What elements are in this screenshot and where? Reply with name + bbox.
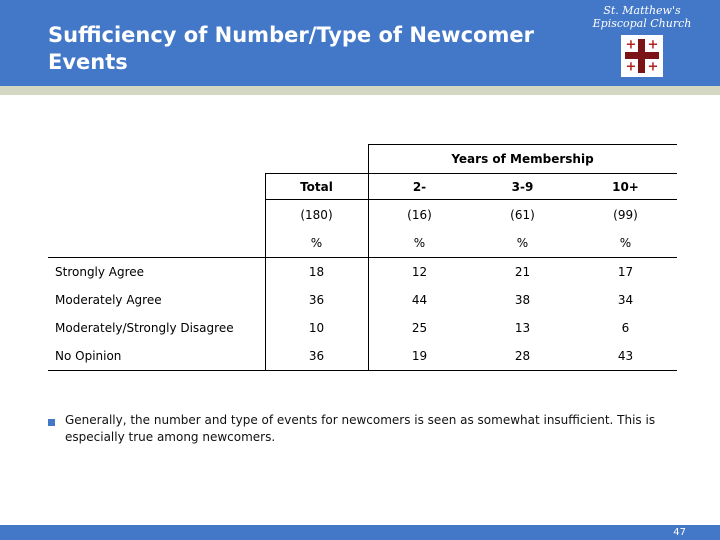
col-header-total: Total [300,179,333,194]
sample-size-cell: (61) [510,207,535,222]
table-cell: 18 [308,265,325,279]
cross-plus-icon: + [647,59,659,75]
sample-size-cell: (99) [613,207,638,222]
church-name-line2: Episcopal Church [592,17,692,30]
row-label: Moderately Agree [55,293,162,307]
table-cell: 13 [514,321,531,335]
table-line [368,144,369,371]
table-cell: 43 [617,349,634,363]
cross-plus-icon: + [647,37,659,53]
bullet-square-icon [48,419,55,426]
cross-plus-icon: + [625,59,637,75]
table-cell: 17 [617,265,634,279]
row-label: Strongly Agree [55,265,145,279]
sample-size-cell: (180) [300,207,333,222]
percent-sign-cell: % [413,236,426,250]
footer-bar: 47 [0,525,720,540]
table-cell: 44 [411,293,428,307]
table-cell: 19 [411,349,428,363]
table-cell: 28 [514,349,531,363]
table-cell: 10 [308,321,325,335]
banner-accent-strip [0,86,720,95]
row-label: No Opinion [55,349,122,363]
table-cell: 25 [411,321,428,335]
summary-bullet: Generally, the number and type of events… [48,412,696,445]
page-title: Sufficiency of Number/Type of Newcomer E… [48,23,534,74]
table-cell: 21 [514,265,531,279]
table-line [265,199,677,200]
table-cell: 6 [621,321,630,335]
col-header-3to9: 3-9 [511,179,534,194]
table-cell: 36 [308,349,325,363]
percent-sign-cell: % [310,236,323,250]
percent-sign-cell: % [619,236,632,250]
row-label: Moderately/Strongly Disagree [55,321,234,335]
cross-horizontal-bar [625,52,659,59]
title-banner: Sufficiency of Number/Type of Newcomer E… [0,0,720,86]
table-cell: 36 [308,293,325,307]
col-header-10plus: 10+ [612,179,639,194]
summary-text: Generally, the number and type of events… [65,413,656,444]
table-cell: 38 [514,293,531,307]
table-line [48,257,677,258]
table-group-header: Years of Membership [451,151,594,166]
table-line [265,173,266,371]
col-header-2minus: 2- [412,179,427,194]
table-line [368,144,677,145]
church-name: St. Matthew's Episcopal Church [582,4,702,30]
sample-size-cell: (16) [407,207,432,222]
table-cell: 34 [617,293,634,307]
table-cell: 12 [411,265,428,279]
cross-plus-icon: + [625,37,637,53]
percent-sign-cell: % [516,236,529,250]
jerusalem-cross-icon: + + + + [621,35,663,77]
church-logo: St. Matthew's Episcopal Church + + + + [582,4,702,77]
table-line [48,370,677,371]
church-name-line1: St. Matthew's [603,4,681,17]
table-line [265,173,677,174]
page-number: 47 [673,527,686,538]
